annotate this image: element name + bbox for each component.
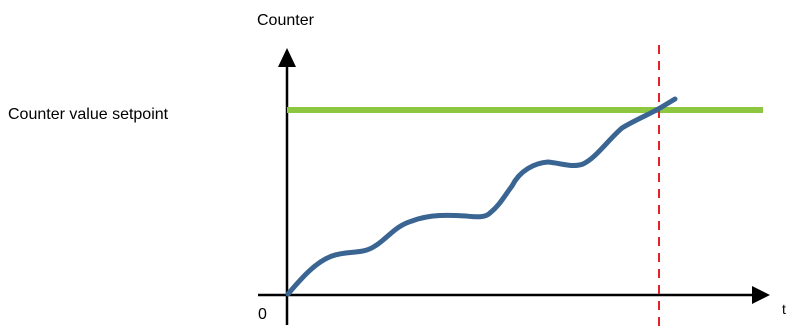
x-axis-label: t (782, 301, 786, 317)
y-axis-label: Counter (257, 12, 314, 29)
setpoint-label: Counter value setpoint (8, 106, 169, 123)
counter-curve (285, 96, 678, 297)
origin-label: 0 (258, 306, 267, 323)
x-axis-arrowhead (752, 286, 770, 304)
y-axis-arrowhead (278, 48, 296, 67)
